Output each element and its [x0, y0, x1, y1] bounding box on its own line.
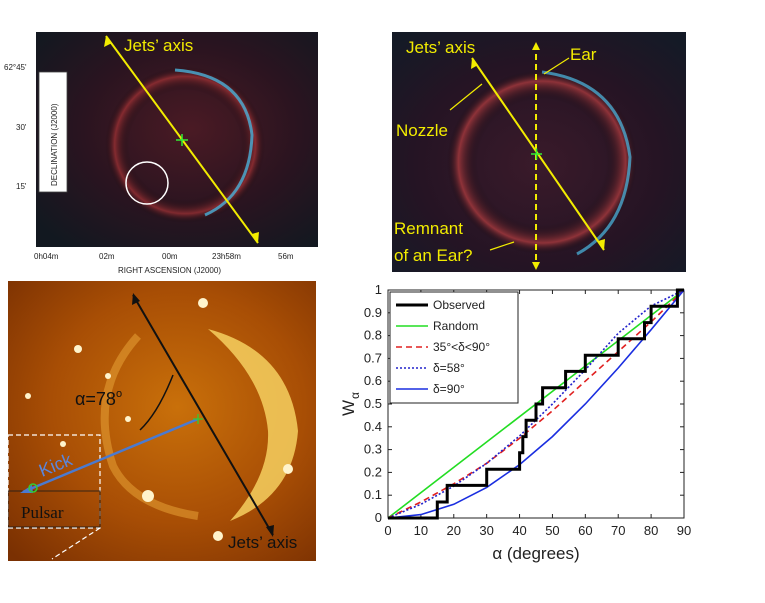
x-tick-label: 80 [644, 523, 658, 538]
panel-a-x-tick-4: 56m [278, 252, 294, 261]
panel-a-x-tick-1: 02m [99, 252, 115, 261]
panel-a-y-title-box [38, 71, 68, 193]
panel-a-y-tick-2: 15' [16, 182, 27, 191]
panel-c-pulsar-marker [28, 483, 38, 493]
x-tick-label: 50 [545, 523, 559, 538]
y-tick-label: 0 [375, 510, 382, 525]
panel-b-remnant-label-1: Remnant [394, 219, 463, 238]
series-line [388, 288, 684, 520]
panel-c-alpha-label: α=78o [75, 388, 122, 409]
legend-label: δ=58° [433, 361, 465, 375]
x-tick-label: 90 [677, 523, 691, 538]
panel-c-bright-rim [208, 329, 298, 521]
y-tick-label: 0.9 [364, 305, 382, 320]
x-tick-label: 30 [479, 523, 493, 538]
panel-a-x-tick-3: 23h58m [212, 252, 241, 261]
panel-a-y-axis-title: DECLINATION (J2000) [50, 103, 59, 186]
panel-b-remnant-shell [447, 70, 637, 254]
panel-b: Jets’ axis Ear Nozzle Remnant of an Ear? [392, 32, 686, 272]
panel-c-pulsar-label: Pulsar [21, 503, 64, 522]
panel-c-svg: α=78o Kick Pulsar Jets’ axis [8, 281, 316, 561]
chart-svg: 0 10 20 30 40 50 60 70 80 90 0 0.1 0.2 0.3 0.4 0.5 0.6 0.… [339, 282, 691, 563]
panel-a-arrowhead-bottom [252, 232, 259, 243]
panel-a-svg: Jets’ axis DECLINATION (J2000) 62°45' 30… [4, 32, 318, 275]
panel-b-svg: Jets’ axis Ear Nozzle Remnant of an Ear? [392, 32, 686, 272]
chart-x-axis-label: α (degrees) [492, 544, 579, 563]
y-tick-label: 1 [375, 282, 382, 297]
chart-y-axis-label: Wα [339, 392, 362, 416]
panel-c-pulsar-box-diag [51, 527, 101, 560]
panel-a-x-tick-0: 0h04m [34, 252, 59, 261]
panel-c-kick-line [22, 417, 199, 494]
legend-label: Observed [433, 298, 485, 312]
panel-b-jets-label: Jets’ axis [406, 38, 475, 57]
y-tick-label: 0.3 [364, 442, 382, 457]
x-tick-label: 0 [384, 523, 391, 538]
series-line [387, 289, 685, 519]
panel-a-arrowhead-top [104, 36, 112, 47]
panel-b-nozzle-pointer [449, 83, 483, 111]
y-tick-label: 0.6 [364, 373, 382, 388]
legend-label: Random [433, 319, 478, 333]
y-tick-label: 0.1 [364, 487, 382, 502]
panel-a-center-cross [176, 134, 188, 146]
panel-c-jets-axis-line [132, 294, 274, 536]
panel-c-arrowhead-bottom [266, 525, 274, 537]
x-tick-label: 20 [447, 523, 461, 538]
panel-c-inner-arc [100, 333, 199, 520]
y-tick-label: 0.5 [364, 396, 382, 411]
panel-b-ear-pointer [543, 57, 570, 75]
panel-b-blue-rim [541, 70, 632, 256]
chart-y-axis-label-main: W [339, 400, 358, 416]
panel-a-x-axis-title: RIGHT ASCENSION (J2000) [118, 266, 221, 275]
panel-c-arrowhead-top [132, 293, 140, 305]
panel-a-x-tick-2: 00m [162, 252, 178, 261]
panel-b-ear-arrowhead-top [532, 42, 540, 50]
legend-label: 35°<δ<90° [433, 340, 490, 354]
y-tick-label: 0.4 [364, 419, 382, 434]
panel-a: Jets’ axis DECLINATION (J2000) 62°45' 30… [0, 0, 330, 280]
panel-a-white-circle [125, 161, 169, 205]
x-tick-label: 60 [578, 523, 592, 538]
x-tick-label: 70 [611, 523, 625, 538]
panel-c-pulsar-box [8, 434, 101, 529]
panel-c-image [8, 281, 316, 561]
x-tick-label: 10 [414, 523, 428, 538]
x-tick-label: 40 [512, 523, 526, 538]
panel-c-alpha-arc [139, 374, 174, 431]
panel-c-jets-label: Jets’ axis [228, 533, 297, 552]
legend-label: δ=90° [433, 382, 465, 396]
panel-d-chart: 0 10 20 30 40 50 60 70 80 90 0 0.1 0.2 0.3 0.4 0.5 0.6 0.… [330, 280, 710, 570]
panel-b-remnant-pointer [489, 241, 515, 251]
y-tick-label: 0.7 [364, 350, 382, 365]
panel-c-pulsar-label-box [8, 490, 101, 528]
panel-b-center-cross [531, 148, 542, 160]
panel-a-jets-label: Jets’ axis [124, 36, 193, 55]
panel-b-remnant-label-2: of an Ear? [394, 246, 472, 265]
chart-ticks: 0 10 20 30 40 50 60 70 80 90 0 0.1 0.2 0.3 0.4 0.5 0.6 0.… [364, 282, 691, 538]
panel-b-nozzle-label: Nozzle [396, 121, 448, 140]
panel-c-center-cross [193, 414, 203, 424]
y-tick-label: 0.8 [364, 328, 382, 343]
panel-b-arrowhead-bottom [598, 239, 605, 250]
chart-series [387, 288, 685, 520]
y-tick-label: 0.2 [364, 464, 382, 479]
panel-a-blue-rim [174, 68, 254, 217]
panel-c: α=78o Kick Pulsar Jets’ axis [8, 281, 316, 561]
panel-a-y-tick-0: 62°45' [4, 63, 27, 72]
panel-b-arrowhead-top [471, 58, 478, 69]
panel-c-bright-dots [25, 298, 293, 541]
panel-b-ear-label: Ear [570, 45, 597, 64]
chart-legend: Observed Random 35°<δ<90° δ=58° δ=90° [389, 291, 519, 404]
panel-a-y-tick-1: 30' [16, 123, 27, 132]
chart-y-axis-label-sub: α [348, 392, 362, 399]
panel-b-ear-arrowhead-bottom [532, 262, 540, 270]
